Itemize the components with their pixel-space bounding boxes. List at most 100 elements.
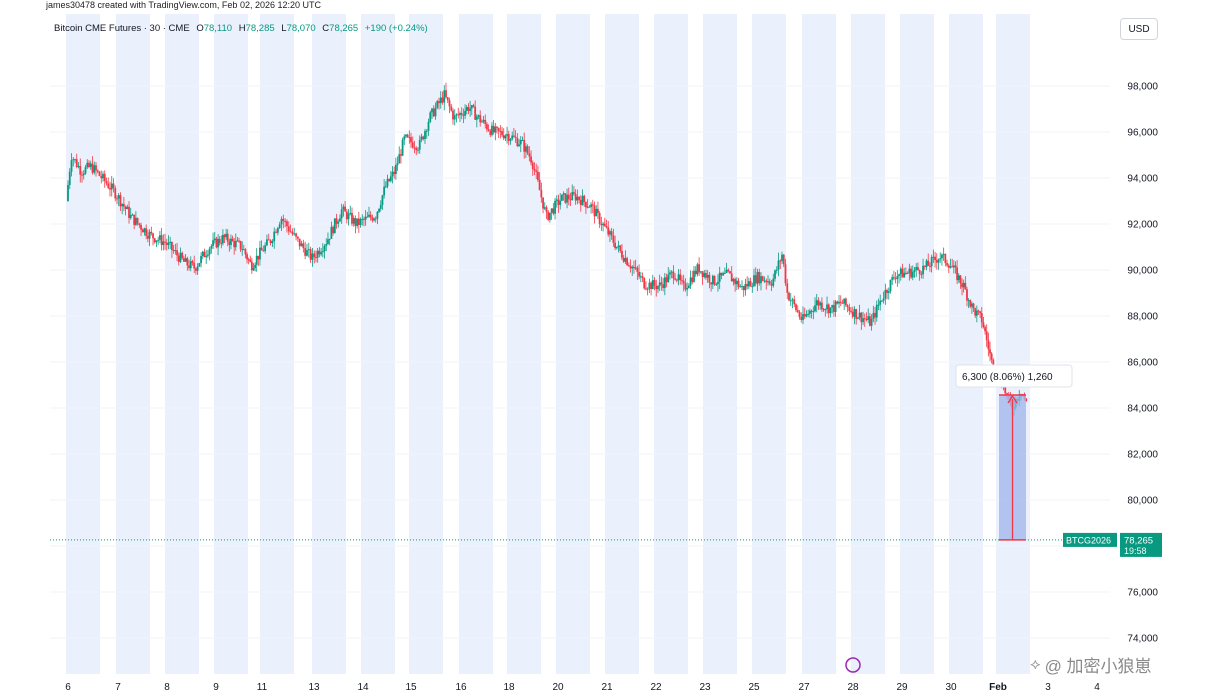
candle-body	[501, 131, 503, 136]
candle-body	[798, 312, 801, 317]
candle-body	[244, 249, 247, 255]
candle-body	[145, 228, 148, 236]
candle-body	[391, 171, 394, 177]
candle-body	[366, 216, 369, 218]
candle-body	[874, 312, 876, 318]
candle-body	[699, 271, 702, 273]
candle-body	[624, 258, 627, 262]
candle-body	[128, 206, 130, 219]
candle-body	[760, 276, 762, 284]
candle-body	[103, 173, 106, 182]
candle-body	[602, 223, 604, 226]
candle-body	[188, 265, 190, 269]
candle-body	[525, 146, 527, 152]
candle-body	[474, 106, 477, 120]
candle-body	[504, 135, 507, 139]
candle-body	[475, 116, 478, 120]
candle-body	[364, 216, 367, 220]
candle-body	[694, 270, 697, 275]
session-band	[459, 14, 493, 674]
candle-body	[259, 247, 261, 260]
candle-body	[905, 272, 907, 274]
time-tick-label: 23	[699, 682, 711, 693]
candle-body	[74, 159, 76, 161]
price-tick-label: 96,000	[1127, 128, 1158, 139]
replay-marker-icon	[845, 657, 861, 673]
candle-body	[930, 257, 933, 267]
candle-body	[89, 163, 92, 167]
candle-body	[839, 301, 842, 303]
candle-body	[908, 268, 911, 274]
candle-body	[129, 214, 132, 219]
candle-body	[869, 316, 871, 326]
candle-body	[689, 277, 692, 286]
currency-button[interactable]: USD	[1120, 18, 1158, 40]
time-tick-label: 21	[601, 682, 613, 693]
candle-body	[411, 142, 414, 148]
candle-body	[443, 90, 446, 103]
candle-body	[112, 183, 115, 189]
candle-body	[298, 238, 301, 247]
candle-body	[718, 272, 721, 282]
candle-body	[944, 254, 947, 264]
candle-body	[725, 269, 728, 273]
candle-body	[359, 219, 362, 225]
candle-body	[413, 147, 416, 149]
candle-body	[593, 205, 596, 217]
watermark-text: @ 加密小狼崽	[1044, 657, 1152, 676]
candle-body	[927, 260, 930, 266]
candle-body	[223, 234, 226, 238]
session-band	[556, 14, 590, 674]
candle-body	[865, 319, 868, 321]
candle-body	[376, 211, 379, 219]
candle-body	[612, 235, 615, 243]
candle-body	[758, 272, 761, 284]
close-label: C	[322, 23, 330, 34]
candle-body	[296, 236, 299, 239]
candle-body	[657, 286, 659, 290]
candle-body	[424, 131, 426, 140]
candle-body	[203, 251, 206, 258]
candle-body	[269, 240, 272, 244]
candle-body	[703, 273, 706, 277]
session-band	[66, 14, 100, 674]
candle-body	[469, 108, 472, 111]
candle-body	[369, 214, 372, 218]
candle-body	[242, 249, 245, 251]
candle-body	[789, 300, 792, 302]
candle-body	[959, 275, 962, 284]
candle-body	[484, 119, 487, 125]
candle-body	[133, 214, 136, 225]
candle-body	[935, 260, 938, 263]
candle-body	[260, 247, 263, 251]
candle-body	[193, 262, 196, 269]
low-value: 78,070	[286, 23, 316, 34]
symbol-legend[interactable]: Bitcoin CME Futures · 30 · CME O78,110 H…	[54, 23, 428, 34]
candle-body	[540, 190, 543, 198]
time-tick-label: 28	[847, 682, 859, 693]
candle-body	[325, 244, 328, 247]
time-tick-label: 13	[308, 682, 320, 693]
change-value: +190 (+0.24%)	[364, 23, 428, 34]
candle-body	[482, 119, 485, 122]
range-arrow-head	[1007, 394, 1018, 404]
candle-body	[225, 233, 228, 238]
candle-body	[972, 303, 975, 309]
candle-body	[723, 272, 726, 274]
candle-body	[533, 168, 536, 171]
candle-body	[535, 170, 538, 172]
candle-body	[122, 203, 125, 207]
candle-body	[929, 265, 931, 267]
candle-body	[622, 257, 625, 262]
diamond-icon: ⟡	[1030, 655, 1041, 673]
candle-body	[124, 206, 127, 210]
candle-body	[465, 107, 468, 111]
time-tick-label: 27	[798, 682, 810, 693]
candle-body	[621, 250, 623, 258]
candle-body	[315, 257, 317, 259]
candles	[50, 82, 1110, 541]
candle-body	[579, 199, 582, 206]
candle-body	[949, 266, 952, 268]
candle-body	[521, 139, 524, 141]
